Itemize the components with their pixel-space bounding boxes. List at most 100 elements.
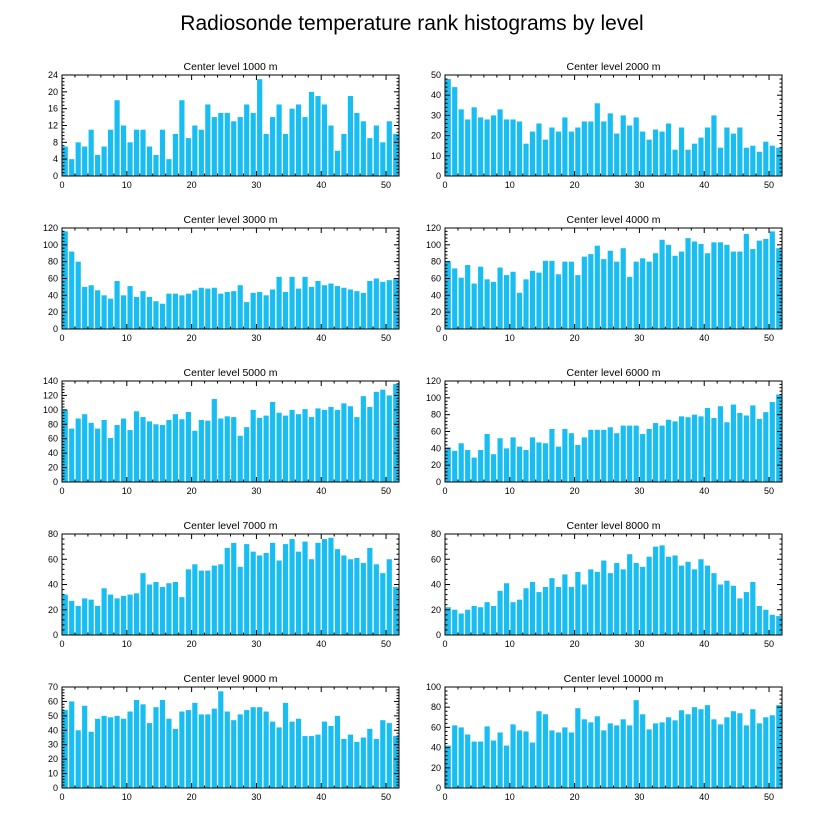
bar xyxy=(568,131,574,176)
bar xyxy=(737,713,743,788)
bar xyxy=(659,131,665,176)
bar xyxy=(646,556,652,635)
bar xyxy=(750,249,756,329)
bar xyxy=(270,401,276,482)
bar xyxy=(717,406,724,482)
bar xyxy=(691,143,698,176)
bar xyxy=(354,417,360,482)
x-tick-label: 0 xyxy=(59,486,64,496)
bar xyxy=(367,281,373,329)
bar xyxy=(484,602,490,635)
bar xyxy=(737,598,743,635)
y-tick-label: 80 xyxy=(431,702,441,712)
bar xyxy=(289,108,295,176)
x-tick-label: 0 xyxy=(59,180,64,190)
bar xyxy=(581,121,587,176)
bar xyxy=(250,551,256,635)
bar xyxy=(373,125,379,176)
bar xyxy=(393,587,399,635)
bar xyxy=(192,702,198,788)
y-tick-label: 20 xyxy=(431,763,441,773)
bar xyxy=(562,727,568,788)
bar xyxy=(491,454,497,482)
x-tick-label: 40 xyxy=(699,333,709,343)
x-tick-label: 10 xyxy=(505,792,515,802)
bar xyxy=(633,425,639,482)
bar xyxy=(717,584,724,635)
bar xyxy=(523,279,529,329)
panel-9: Center level 9000 m 0 10 20 30 40 50 60 70 0 10 20 3… xyxy=(48,673,400,802)
bar xyxy=(497,590,503,635)
bar xyxy=(523,450,529,482)
bar xyxy=(672,149,678,176)
bar xyxy=(523,588,529,635)
bar xyxy=(575,275,581,329)
bar xyxy=(478,741,484,788)
bar xyxy=(302,541,308,635)
y-tick-label: 0 xyxy=(53,783,58,793)
y-tick-label: 100 xyxy=(43,405,58,415)
x-tick-label: 10 xyxy=(122,333,132,343)
bar xyxy=(218,112,224,177)
bar xyxy=(231,291,237,330)
bar xyxy=(198,129,204,176)
bar xyxy=(588,121,594,176)
x-tick-label: 40 xyxy=(316,180,326,190)
bar xyxy=(146,584,153,635)
bar xyxy=(198,419,204,482)
bar xyxy=(756,240,762,330)
panel-title: Center level 3000 m xyxy=(184,214,278,226)
bar xyxy=(347,96,353,176)
bar xyxy=(185,569,191,635)
x-tick-label: 20 xyxy=(570,486,580,496)
bar xyxy=(614,261,620,329)
panel-5: Center level 5000 m 0 20 40 60 80 100 120 140 0 10… xyxy=(43,367,400,496)
x-tick-label: 0 xyxy=(59,639,64,649)
bar xyxy=(672,555,678,635)
x-tick-label: 40 xyxy=(316,486,326,496)
bar xyxy=(724,422,730,482)
bar xyxy=(620,425,626,482)
panel-7: Center level 7000 m 0 20 40 60 80 0 10 20 30 40 50 xyxy=(48,520,400,649)
bar xyxy=(523,731,529,788)
bar xyxy=(549,730,555,788)
y-tick-label: 60 xyxy=(431,722,441,732)
bar xyxy=(737,412,743,482)
bar xyxy=(555,446,561,482)
bar xyxy=(678,565,685,635)
x-tick-label: 50 xyxy=(764,333,774,343)
x-tick-label: 10 xyxy=(122,180,132,190)
bar xyxy=(211,117,217,176)
bar xyxy=(114,100,120,176)
bar xyxy=(185,293,191,329)
bar xyxy=(471,457,477,482)
bar xyxy=(465,450,471,482)
bar xyxy=(769,145,775,176)
bar xyxy=(88,731,94,788)
x-tick-label: 10 xyxy=(122,792,132,802)
bar xyxy=(198,287,204,329)
bar xyxy=(321,721,328,788)
bar xyxy=(328,406,334,482)
bar xyxy=(282,415,289,482)
bar xyxy=(594,571,600,636)
panel-6: Center level 6000 m 0 20 40 60 80 100 120 0 10 20 3… xyxy=(426,367,783,496)
bar xyxy=(179,100,185,176)
bar xyxy=(763,141,769,176)
bar xyxy=(75,605,81,635)
bar xyxy=(542,443,549,482)
bar xyxy=(69,701,75,788)
bar xyxy=(289,276,295,329)
bar xyxy=(386,395,392,482)
bar xyxy=(360,737,366,788)
bar xyxy=(665,419,672,482)
bar xyxy=(562,428,568,482)
bar xyxy=(237,566,243,635)
bar xyxy=(360,396,366,482)
bar xyxy=(69,600,75,635)
panel-title: Center level 7000 m xyxy=(184,520,278,532)
y-tick-label: 20 xyxy=(48,87,58,97)
bar xyxy=(153,154,159,176)
y-tick-label: 100 xyxy=(43,240,58,250)
bar xyxy=(159,587,166,635)
